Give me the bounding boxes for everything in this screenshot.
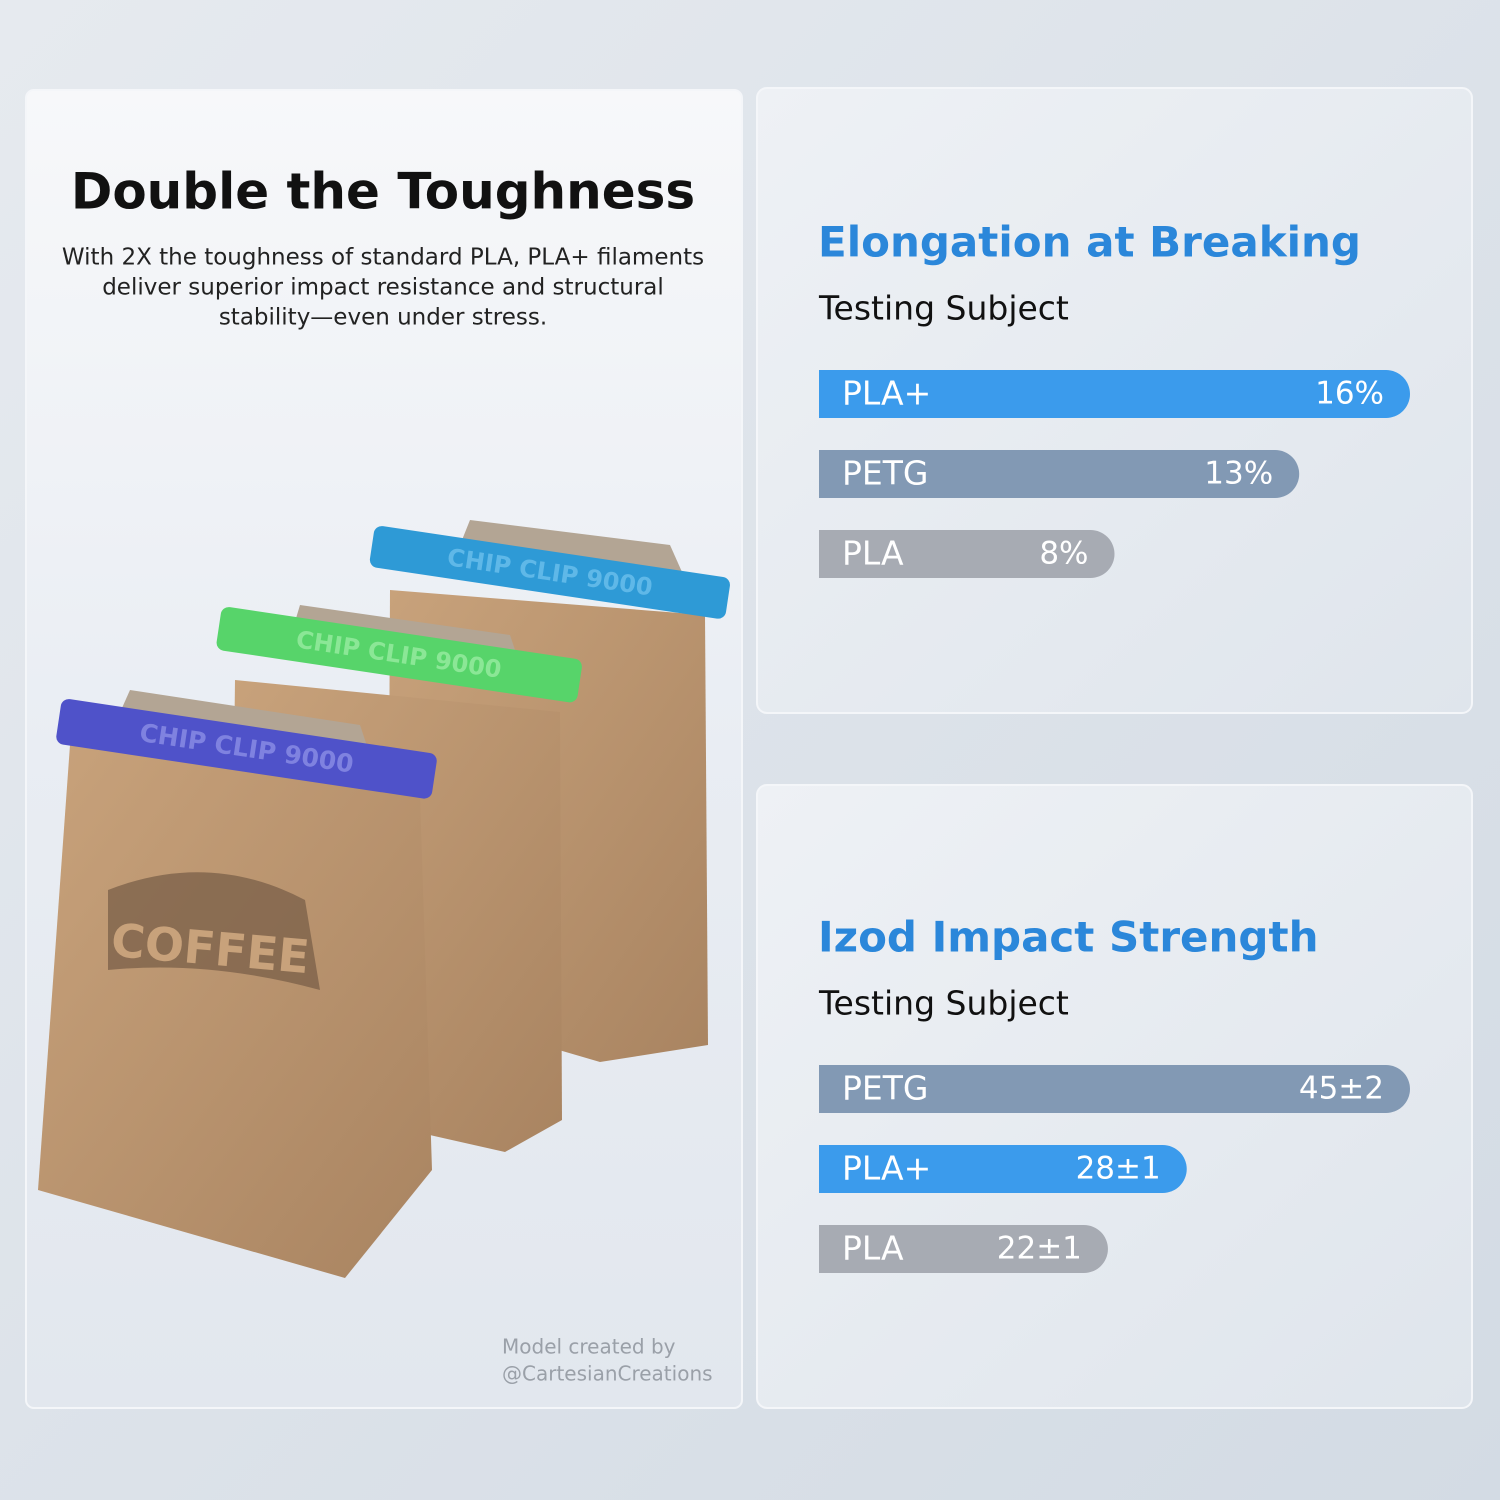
bar — [819, 1065, 1410, 1113]
value-label: 8% — [1039, 536, 1088, 572]
value-label: 13% — [1204, 456, 1273, 492]
value-label: 45±2 — [1299, 1071, 1384, 1107]
bar — [819, 370, 1410, 418]
value-label: 16% — [1315, 376, 1384, 412]
description: deliver superior impact resistance and s… — [102, 275, 664, 301]
product-photo: CHIP CLIP 9000 CHIP CLIP 9000 CHIP CLIP … — [38, 520, 730, 1278]
bar — [819, 1145, 1187, 1193]
bar — [819, 450, 1300, 498]
category-label: PETG — [842, 454, 928, 493]
bag-logo — [108, 872, 320, 990]
credit: Model created by — [502, 1335, 676, 1359]
title: Double the Toughness — [71, 163, 695, 221]
chart-subtitle: Testing Subject — [818, 984, 1069, 1023]
chart-title: Elongation at Breaking — [818, 218, 1361, 267]
description: stability—even under stress. — [219, 305, 547, 331]
bag — [38, 745, 432, 1278]
chart-subtitle: Testing Subject — [818, 289, 1069, 328]
value-label: 28±1 — [1076, 1151, 1161, 1187]
category-label: PLA — [842, 534, 904, 573]
credit: @CartesianCreations — [502, 1362, 713, 1386]
bar — [819, 530, 1115, 578]
value-label: 22±1 — [997, 1231, 1082, 1267]
description: With 2X the toughness of standard PLA, P… — [62, 245, 704, 271]
category-label: PLA — [842, 1229, 904, 1268]
category-label: PETG — [842, 1069, 928, 1108]
chart-title: Izod Impact Strength — [818, 913, 1318, 962]
bar — [819, 1225, 1108, 1273]
category-label: PLA+ — [842, 374, 931, 413]
category-label: PLA+ — [842, 1149, 931, 1188]
